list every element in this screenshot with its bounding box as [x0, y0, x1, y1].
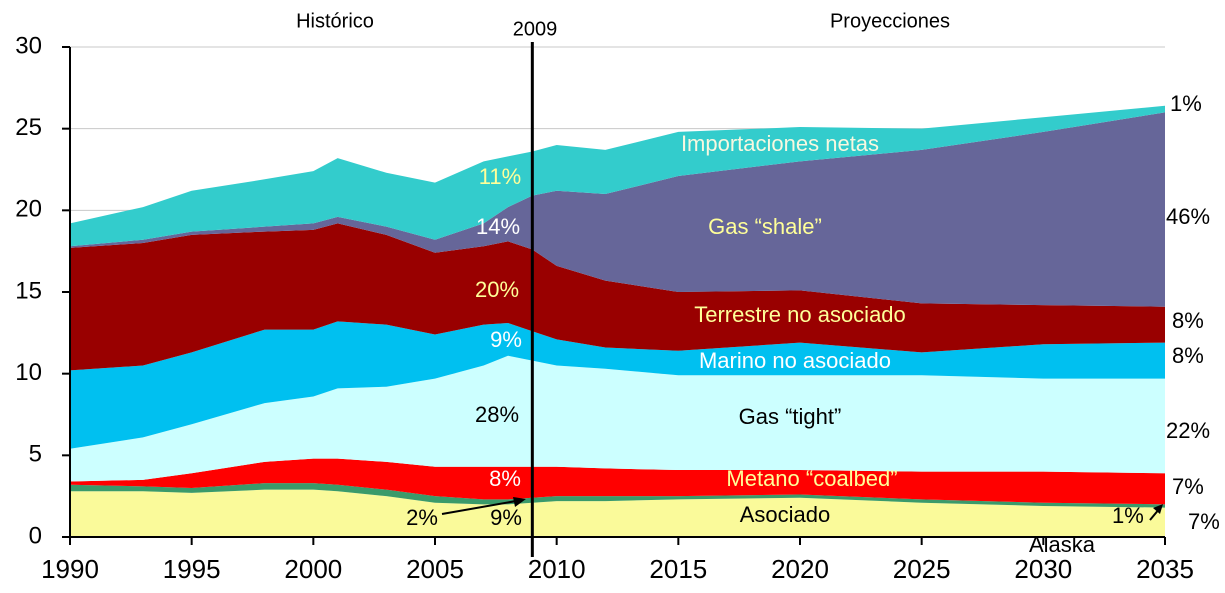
share-2009-label: 14% [476, 214, 520, 239]
y-tick-label: 0 [29, 522, 42, 549]
share-2009-label: 8% [489, 466, 521, 491]
x-tick-label: 2005 [406, 554, 464, 584]
series-label: Gas “shale” [708, 214, 822, 239]
y-tick-label: 20 [15, 196, 42, 223]
share-2035-label: 7% [1188, 509, 1220, 534]
x-tick-label: 2015 [649, 554, 707, 584]
y-tick-label: 5 [29, 441, 42, 468]
x-tick-label: 2030 [1014, 554, 1072, 584]
annotation-historic: Histórico [296, 10, 374, 32]
series-label: Metano “coalbed” [726, 466, 897, 491]
series-label: Marino no asociado [699, 348, 891, 373]
x-tick-label: 2020 [771, 554, 829, 584]
arrow-head [1153, 504, 1163, 514]
share-2009-label: 9% [490, 505, 522, 530]
area [70, 458, 1165, 505]
share-2009-label: 9% [490, 327, 522, 352]
series-label: Importaciones netas [681, 131, 879, 156]
area [70, 321, 1165, 449]
area [70, 112, 1165, 307]
area [70, 223, 1165, 371]
arrow-head [513, 497, 526, 507]
x-tick-label: 2025 [893, 554, 951, 584]
area [70, 105, 1165, 247]
series-label: Gas “tight” [739, 404, 842, 429]
share-2035-label: 8% [1172, 343, 1204, 368]
area [70, 489, 1165, 537]
share-2009-label: 20% [475, 277, 519, 302]
x-tick-label: 2000 [284, 554, 342, 584]
share-2009-label: 11% [479, 164, 521, 189]
x-tick-label: 1995 [163, 554, 221, 584]
y-tick-label: 25 [15, 114, 42, 141]
x-tick-label: 2010 [528, 554, 586, 584]
area [70, 355, 1165, 482]
share-2009-label: 2% [406, 505, 438, 530]
x-tick-label: 1990 [41, 554, 99, 584]
share-2035-label: 8% [1172, 308, 1204, 333]
arrow [441, 499, 523, 515]
share-2035-label: 7% [1172, 474, 1204, 499]
y-tick-label: 15 [15, 277, 42, 304]
series-label: Asociado [740, 502, 831, 527]
share-2035-label: 22% [1166, 418, 1210, 443]
annotation-projections: Proyecciones [830, 10, 950, 32]
y-tick-label: 10 [15, 359, 42, 386]
annotation-divider: 2009 [513, 18, 558, 40]
x-tick-label: 2035 [1136, 554, 1194, 584]
share-2009-label: 28% [475, 402, 519, 427]
y-tick-label: 30 [15, 32, 42, 59]
series-label: Alaska [1029, 532, 1096, 557]
share-2035-label: 46% [1166, 204, 1210, 229]
share-2035-label: 1% [1170, 91, 1202, 116]
series-label: Terrestre no asociado [694, 302, 906, 327]
area [70, 483, 1165, 508]
share-2035-label: 1% [1112, 503, 1144, 528]
